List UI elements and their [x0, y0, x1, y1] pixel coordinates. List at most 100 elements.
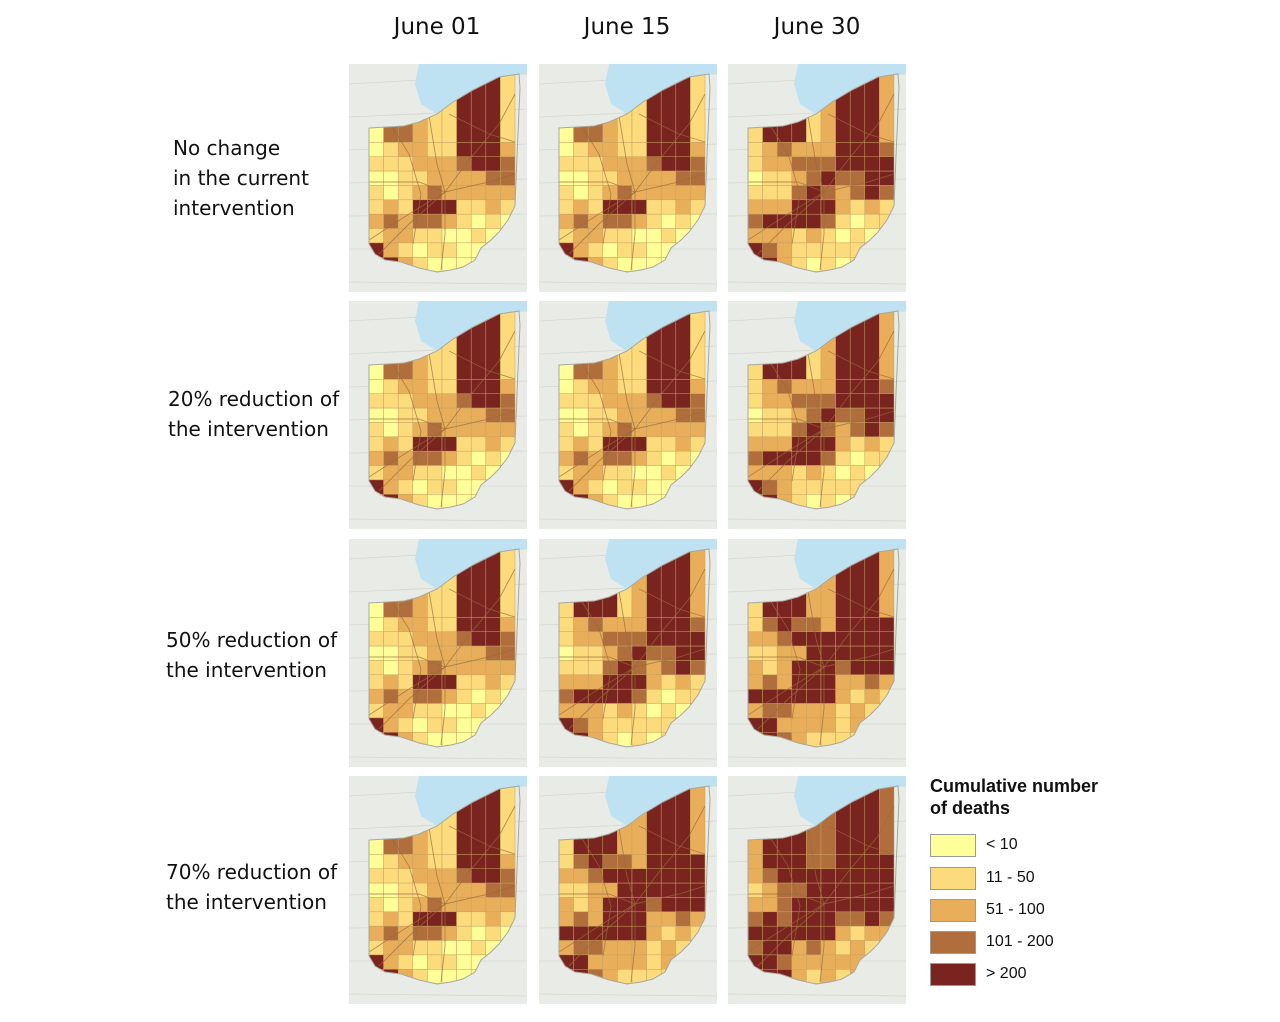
highway	[767, 358, 801, 482]
county-cell	[835, 717, 851, 733]
county-cell	[369, 199, 384, 215]
county-cell	[660, 213, 677, 229]
county-cell	[675, 688, 691, 704]
county-cell	[427, 940, 443, 956]
county-cell	[383, 703, 399, 719]
county-cell	[675, 717, 691, 733]
county-cell	[791, 617, 807, 633]
county-cell	[806, 228, 822, 244]
county-cell	[646, 631, 662, 647]
county-cell	[849, 393, 866, 409]
county-cell	[690, 479, 706, 495]
county-cell	[617, 940, 633, 956]
county-cell	[646, 465, 662, 481]
county-cell	[559, 617, 574, 633]
county-cell	[485, 213, 501, 229]
county-cell	[748, 732, 763, 747]
county-cell	[806, 494, 822, 509]
county-cell	[427, 213, 443, 229]
county-cell	[397, 465, 414, 481]
county-cell	[879, 645, 895, 661]
county-cell	[559, 911, 574, 927]
county-cell	[849, 868, 866, 884]
county-cell	[573, 940, 589, 956]
county-cell	[369, 450, 384, 466]
county-cell	[762, 631, 778, 647]
county-cell	[660, 940, 677, 956]
map-canvas	[539, 776, 717, 997]
county-cell	[602, 450, 618, 466]
highway	[767, 596, 801, 720]
county-cell	[806, 911, 822, 927]
county-cell	[559, 645, 574, 661]
county-cell	[690, 242, 706, 258]
county-cell	[879, 717, 895, 733]
county-cell	[485, 688, 501, 704]
county-cell	[441, 170, 457, 186]
county-cell	[806, 631, 822, 647]
county-cell	[559, 786, 574, 855]
column-title-june-30: June 30	[773, 14, 861, 40]
county-cell	[500, 617, 516, 633]
highway	[638, 588, 706, 618]
county-cell	[762, 213, 778, 229]
county-cell	[748, 450, 763, 466]
county-cell	[427, 271, 443, 272]
county-cell	[573, 617, 589, 633]
county-cell	[748, 74, 763, 143]
county-cell	[849, 422, 866, 438]
county-cell	[791, 213, 807, 229]
county-cell	[806, 674, 822, 690]
county-cell	[748, 897, 763, 913]
county-cell	[864, 142, 880, 158]
county-cell	[559, 688, 574, 704]
county-cell	[397, 854, 414, 870]
county-cell	[383, 393, 399, 409]
county-cell	[675, 465, 691, 481]
county-cell	[500, 854, 516, 870]
county-cell	[646, 379, 662, 395]
county-cell	[470, 703, 487, 719]
county-cell	[791, 688, 807, 704]
county-cell	[646, 911, 662, 927]
county-cell	[762, 242, 778, 258]
county-cell	[748, 407, 763, 423]
county-cell	[776, 717, 793, 733]
county-cell	[617, 271, 633, 272]
county-cell	[776, 746, 793, 747]
county-cell	[559, 631, 574, 647]
county-cell	[573, 660, 589, 676]
county-cell	[631, 631, 647, 647]
legend-swatch	[930, 899, 976, 922]
county-cell	[485, 717, 501, 733]
county-cell	[879, 703, 895, 719]
county-cell	[820, 882, 836, 898]
county-cell	[791, 631, 807, 647]
county-cell	[748, 645, 763, 661]
county-cell	[412, 631, 428, 647]
county-cell	[470, 199, 487, 215]
county-cell	[456, 142, 472, 158]
county-cell	[441, 407, 457, 423]
map-canvas	[349, 301, 527, 522]
county-cell	[675, 969, 691, 984]
highway	[578, 121, 612, 245]
county-cell	[397, 882, 414, 898]
county-cell	[806, 436, 822, 452]
county-cell	[456, 271, 472, 272]
county-cell	[456, 631, 472, 647]
county-cell	[776, 479, 793, 495]
county-cell	[617, 868, 633, 884]
county-cell	[762, 407, 778, 423]
county-cell	[587, 199, 604, 215]
county-cell	[573, 746, 589, 747]
county-cell	[485, 897, 501, 913]
county-cell	[762, 786, 778, 855]
county-cell	[820, 199, 836, 215]
county-cell	[849, 703, 866, 719]
county-cell	[587, 645, 604, 661]
legend-label: 11 - 50	[986, 869, 1035, 886]
county-cell	[573, 436, 589, 452]
county-cell	[412, 379, 428, 395]
